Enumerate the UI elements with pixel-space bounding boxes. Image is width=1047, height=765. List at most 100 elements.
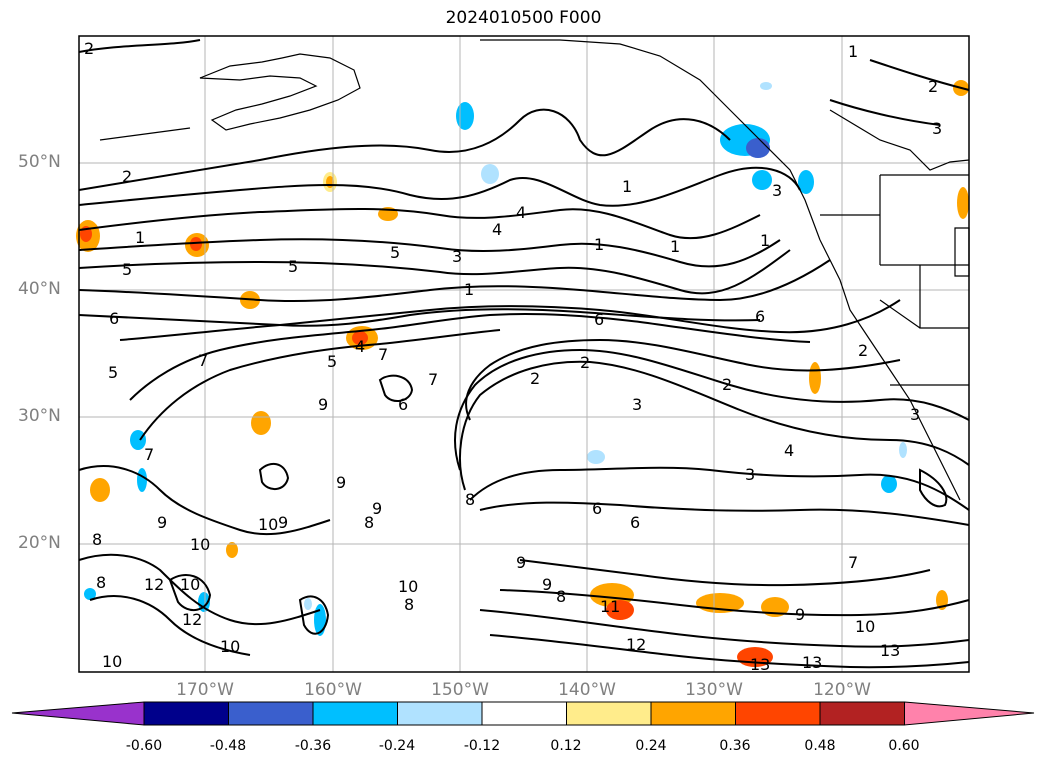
contour-label: 3 bbox=[932, 119, 942, 138]
contour-label: 11 bbox=[600, 597, 620, 616]
contour-label: 1 bbox=[594, 235, 604, 254]
colorbar-tick-label: 0.36 bbox=[719, 738, 751, 754]
contour-label: 5 bbox=[390, 243, 400, 262]
contour-label: 3 bbox=[452, 247, 462, 266]
contour-label: 12 bbox=[626, 635, 646, 654]
contour-label: 10 bbox=[102, 652, 122, 671]
contour-label: 9 bbox=[278, 513, 288, 532]
contour-label: 1 bbox=[848, 42, 858, 61]
colorbar-tick-label: 0.48 bbox=[804, 738, 836, 754]
colorbar-tick-label: 0.60 bbox=[888, 738, 920, 754]
contour-label: 13 bbox=[880, 641, 900, 660]
contour-label: 6 bbox=[630, 513, 640, 532]
contour-label: 4 bbox=[355, 337, 365, 356]
colorbar-swatch bbox=[11, 701, 145, 726]
contour-label: 1 bbox=[670, 237, 680, 256]
lon-label: 160°W bbox=[304, 680, 362, 700]
contour-label: 6 bbox=[594, 310, 604, 329]
contour-label: 7 bbox=[848, 553, 858, 572]
contour-label: 2 bbox=[530, 369, 540, 388]
contour-label: 10 bbox=[398, 577, 418, 596]
colorbar-swatch bbox=[143, 701, 229, 726]
contour-label: 2 bbox=[858, 341, 868, 360]
contour-label: 8 bbox=[556, 587, 566, 606]
colorbar-swatch bbox=[650, 701, 736, 726]
lat-label: 30°N bbox=[18, 406, 61, 426]
colorbar-swatch bbox=[819, 701, 905, 726]
contour-label: 8 bbox=[465, 490, 475, 509]
colorbar-tick-label: -0.60 bbox=[125, 738, 163, 754]
graticule bbox=[79, 36, 969, 672]
contour-label: 5 bbox=[327, 352, 337, 371]
contour-label: 9 bbox=[795, 605, 805, 624]
contour-label: 7 bbox=[198, 351, 208, 370]
contour-label: 12 bbox=[144, 575, 164, 594]
colorbar-swatch bbox=[228, 701, 314, 726]
contour-label: 8 bbox=[364, 513, 374, 532]
colorbar bbox=[11, 701, 1035, 726]
contour-label: 12 bbox=[182, 610, 202, 629]
contour-lines bbox=[78, 39, 970, 669]
contour-label: 6 bbox=[109, 309, 119, 328]
lat-label: 50°N bbox=[18, 152, 61, 172]
contour-label: 1 bbox=[464, 280, 474, 299]
lat-label: 40°N bbox=[18, 279, 61, 299]
contour-label: 13 bbox=[802, 653, 822, 672]
map-area bbox=[79, 36, 969, 672]
colorbar-swatch bbox=[481, 701, 567, 726]
contour-label: 2 bbox=[122, 167, 132, 186]
contour-label: 4 bbox=[492, 220, 502, 239]
colorbar-swatch bbox=[735, 701, 821, 726]
colorbar-tick-label: -0.36 bbox=[294, 738, 332, 754]
contour-label: 13 bbox=[750, 655, 770, 674]
lon-label: 140°W bbox=[558, 680, 616, 700]
map-frame bbox=[78, 35, 970, 673]
lon-label: 130°W bbox=[685, 680, 743, 700]
contour-label: 1 bbox=[622, 177, 632, 196]
contour-label: 6 bbox=[755, 307, 765, 326]
contour-label: 9 bbox=[372, 499, 382, 518]
contour-label: 3 bbox=[772, 181, 782, 200]
contour-label: 9 bbox=[318, 395, 328, 414]
contour-label: 2 bbox=[84, 39, 94, 58]
contour-label: 7 bbox=[428, 370, 438, 389]
lon-label: 150°W bbox=[431, 680, 489, 700]
lon-label: 120°W bbox=[813, 680, 871, 700]
contour-label: 10 bbox=[190, 535, 210, 554]
contour-label: 3 bbox=[745, 465, 755, 484]
contour-label: 9 bbox=[336, 473, 346, 492]
contour-label: 2 bbox=[928, 77, 938, 96]
contour-label: 10 bbox=[855, 617, 875, 636]
contour-label: 3 bbox=[910, 405, 920, 424]
contour-label: 9 bbox=[516, 553, 526, 572]
colorbar-swatch bbox=[397, 701, 483, 726]
contour-label: 8 bbox=[96, 573, 106, 592]
contour-label: 1 bbox=[760, 231, 770, 250]
colorbar-swatch bbox=[904, 701, 1035, 726]
lon-label: 170°W bbox=[176, 680, 234, 700]
contour-label: 4 bbox=[784, 441, 794, 460]
contour-label: 5 bbox=[108, 363, 118, 382]
contour-label: 8 bbox=[404, 595, 414, 614]
contour-label: 2 bbox=[580, 353, 590, 372]
contour-label: 10 bbox=[220, 637, 240, 656]
colorbar-tick-label: -0.48 bbox=[209, 738, 247, 754]
contour-label: 10 bbox=[258, 515, 278, 534]
contour-label: 7 bbox=[144, 445, 154, 464]
colorbar-tick-label: -0.24 bbox=[378, 738, 416, 754]
contour-label: 6 bbox=[398, 395, 408, 414]
contour-label: 5 bbox=[288, 257, 298, 276]
contour-label: 9 bbox=[157, 513, 167, 532]
contour-label: 6 bbox=[592, 499, 602, 518]
colorbar-swatch bbox=[312, 701, 398, 726]
contour-label: 1 bbox=[135, 228, 145, 247]
contour-label: 3 bbox=[632, 395, 642, 414]
colorbar-tick-label: 0.12 bbox=[550, 738, 582, 754]
colorbar-swatch bbox=[566, 701, 652, 726]
contour-label-group: 2 2 1 2 3 3 1 5 5 5 3 4 4 1 1 1 1 1 6 6 … bbox=[84, 39, 942, 674]
contour-label: 9 bbox=[542, 575, 552, 594]
contour-label: 8 bbox=[92, 530, 102, 549]
colorbar-tick-label: -0.12 bbox=[463, 738, 501, 754]
contour-label: 7 bbox=[378, 345, 388, 364]
